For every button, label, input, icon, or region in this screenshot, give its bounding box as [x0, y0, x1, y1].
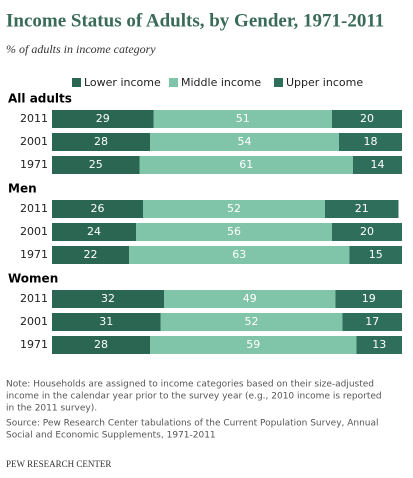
bar: [52, 156, 140, 174]
bar: [150, 133, 339, 151]
value-label: 21: [355, 202, 369, 215]
chart-subtitle: % of adults in income category: [6, 42, 156, 56]
bar: [52, 313, 161, 331]
bar: [339, 133, 402, 151]
note: in the 2011 survey).: [6, 404, 97, 414]
bar: [143, 200, 325, 218]
group-label: Men: [8, 182, 37, 196]
bar: [52, 133, 150, 151]
source: Source: Pew Research Center tabulations …: [6, 419, 379, 429]
bar: [52, 246, 129, 264]
value-label: 22: [84, 248, 98, 261]
y-tick-label: 2011: [20, 112, 48, 125]
value-label: 24: [87, 225, 101, 238]
bar: [52, 290, 164, 308]
value-label: 20: [360, 112, 374, 125]
bar: [52, 223, 136, 241]
bar: [332, 223, 402, 241]
bar: [139, 156, 353, 174]
value-label: 52: [245, 315, 259, 328]
bar: [153, 110, 332, 128]
bar: [52, 110, 154, 128]
value-label: 15: [369, 248, 383, 261]
value-label: 56: [227, 225, 241, 238]
bar: [342, 313, 402, 331]
value-label: 17: [365, 315, 379, 328]
note: Note: Households are assigned to income …: [6, 380, 374, 390]
bar: [129, 246, 350, 264]
value-label: 18: [364, 135, 378, 148]
value-label: 52: [227, 202, 241, 215]
bar: [349, 246, 402, 264]
y-tick-label: 1971: [20, 338, 48, 351]
bar: [164, 290, 336, 308]
bar: [160, 313, 343, 331]
y-tick-label: 2001: [20, 135, 48, 148]
y-tick-label: 2011: [20, 292, 48, 305]
bar: [356, 336, 402, 354]
value-label: 29: [96, 112, 110, 125]
bar: [150, 336, 357, 354]
bar: [353, 156, 402, 174]
value-label: 13: [372, 338, 386, 351]
value-label: 14: [371, 158, 385, 171]
value-label: 28: [94, 338, 108, 351]
bar: [52, 336, 150, 354]
bar: [52, 200, 143, 218]
y-tick-label: 2001: [20, 315, 48, 328]
value-label: 19: [362, 292, 376, 305]
value-label: 25: [89, 158, 103, 171]
source: Social and Economic Supplements, 1971-20…: [6, 431, 216, 441]
value-label: 59: [246, 338, 260, 351]
value-label: 28: [94, 135, 108, 148]
bar: [335, 290, 402, 308]
legend-label: Middle income: [181, 76, 261, 89]
bar: [325, 200, 399, 218]
value-label: 32: [101, 292, 115, 305]
bar: [136, 223, 332, 241]
y-tick-label: 2011: [20, 202, 48, 215]
bar: [332, 110, 402, 128]
legend-label: Lower income: [84, 76, 161, 89]
legend-swatch: [169, 78, 178, 87]
value-label: 63: [232, 248, 246, 261]
group-label: All adults: [8, 92, 72, 106]
chart-title: Income Status of Adults, by Gender, 1971…: [6, 10, 384, 31]
value-label: 54: [238, 135, 252, 148]
legend-swatch: [72, 78, 81, 87]
y-tick-label: 1971: [20, 248, 48, 261]
legend-label: Upper income: [286, 76, 363, 89]
credit: PEW RESEARCH CENTER: [6, 459, 111, 469]
y-tick-label: 2001: [20, 225, 48, 238]
value-label: 51: [236, 112, 250, 125]
group-label: Women: [8, 272, 58, 286]
value-label: 49: [243, 292, 257, 305]
legend-swatch: [274, 78, 283, 87]
value-label: 20: [360, 225, 374, 238]
y-tick-label: 1971: [20, 158, 48, 171]
note: income in the calendar year prior to the…: [6, 392, 382, 402]
value-label: 31: [99, 315, 113, 328]
value-label: 26: [91, 202, 105, 215]
value-label: 61: [239, 158, 253, 171]
